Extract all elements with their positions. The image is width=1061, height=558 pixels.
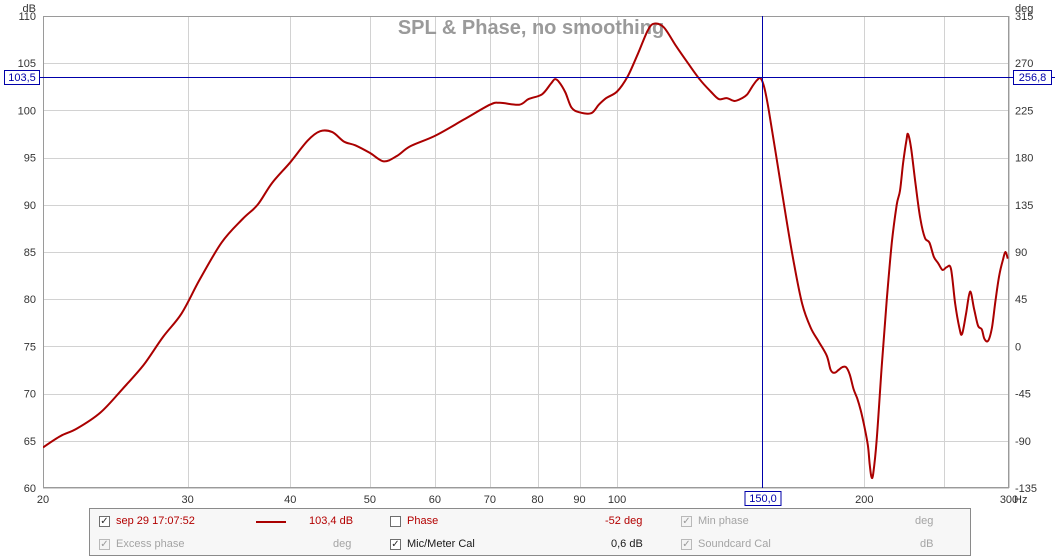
y-left-tick-label: 60: [24, 483, 36, 495]
excess-phase-unit: deg: [333, 538, 352, 550]
y-right-tick-label: 225: [1015, 105, 1033, 117]
phase-label[interactable]: Phase: [407, 515, 439, 527]
y-left-unit: dB: [23, 3, 36, 15]
phase-value: -52 deg: [605, 515, 643, 527]
cursor-y-left-readout-box: [4, 70, 40, 85]
mic-cal-label[interactable]: Mic/Meter Cal: [407, 538, 475, 550]
soundcard-cal-label[interactable]: Soundcard Cal: [698, 538, 771, 550]
y-right-tick-label: 135: [1015, 200, 1033, 212]
mic-cal-checkbox[interactable]: ✓: [390, 539, 401, 550]
y-right-tick-label: 315: [1015, 11, 1033, 23]
legend-panel: ✓ sep 29 17:07:52 103,4 dB Phase -52 deg…: [89, 508, 971, 556]
y-left-tick-label: 80: [24, 294, 36, 306]
y-right-unit: deg: [1015, 3, 1033, 15]
x-tick-label: 100: [608, 494, 626, 506]
y-right-tick-label: 90: [1015, 247, 1027, 259]
cursor-y-right-readout-box: [1013, 70, 1052, 85]
spl-phase-chart[interactable]: 60 65 70 75 80 85 90 95 100 105 110 -135 -90 -45 0 45 90…: [0, 0, 1061, 510]
x-tick-label: 80: [531, 494, 543, 506]
min-phase-checkbox[interactable]: ✓: [681, 516, 692, 527]
excess-phase-label[interactable]: Excess phase: [116, 538, 185, 550]
y-right-tick-label: -135: [1015, 483, 1037, 495]
y-left-tick-label: 65: [24, 436, 36, 448]
trace-value: 103,4 dB: [309, 515, 354, 527]
y-left-tick-label: 105: [18, 58, 36, 70]
mic-cal-value: 0,6 dB: [611, 538, 643, 550]
x-tick-label: 200: [855, 494, 873, 506]
cursor-x-readout-box: [744, 491, 782, 506]
soundcard-cal-checkbox[interactable]: ✓: [681, 539, 692, 550]
excess-phase-checkbox[interactable]: ✓: [99, 539, 110, 550]
y-right-tick-label: 180: [1015, 153, 1033, 165]
y-right-tick-label: -45: [1015, 389, 1031, 401]
y-left-tick-label: 75: [24, 341, 36, 353]
plot-frame: [43, 16, 1009, 488]
trace-color-swatch: [256, 521, 286, 523]
trace-name[interactable]: sep 29 17:07:52: [116, 515, 195, 527]
y-left-tick-label: 70: [24, 389, 36, 401]
y-left-tick-label: 90: [24, 200, 36, 212]
y-left-tick-label: 85: [24, 247, 36, 259]
x-tick-label: 40: [284, 494, 296, 506]
min-phase-label[interactable]: Min phase: [698, 515, 749, 527]
cursor-y-left-readout: 103,5: [8, 72, 36, 84]
y-right-tick-label: -90: [1015, 436, 1031, 448]
y-right-tick-label: 270: [1015, 58, 1033, 70]
spl-series-line: [43, 22, 1009, 480]
x-tick-label: 60: [429, 494, 441, 506]
y-right-tick-label: 0: [1015, 341, 1021, 353]
y-right-tick-label: 45: [1015, 294, 1027, 306]
chart-title: SPL & Phase, no smoothing: [398, 17, 664, 39]
cursor-y-right-readout: 256,8: [1019, 72, 1047, 84]
x-tick-label: 30: [182, 494, 194, 506]
phase-checkbox[interactable]: [390, 516, 401, 527]
x-tick-label: 70: [484, 494, 496, 506]
x-tick-label: 50: [364, 494, 376, 506]
y-left-tick-label: 110: [18, 11, 36, 23]
x-tick-label: 20: [37, 494, 49, 506]
x-tick-label: 90: [573, 494, 585, 506]
x-tick-label: 300: [1000, 494, 1018, 506]
chart-plot[interactable]: 60 65 70 75 80 85 90 95 100 105 110 -135 -90 -45 0 45 90…: [0, 0, 1061, 510]
y-left-tick-label: 100: [18, 105, 36, 117]
soundcard-cal-unit: dB: [920, 538, 934, 550]
trace-checkbox[interactable]: ✓: [99, 516, 110, 527]
x-unit: Hz: [1014, 494, 1027, 506]
y-left-tick-label: 95: [24, 153, 36, 165]
min-phase-unit: deg: [915, 515, 934, 527]
cursor-x-readout: 150,0: [749, 493, 777, 505]
